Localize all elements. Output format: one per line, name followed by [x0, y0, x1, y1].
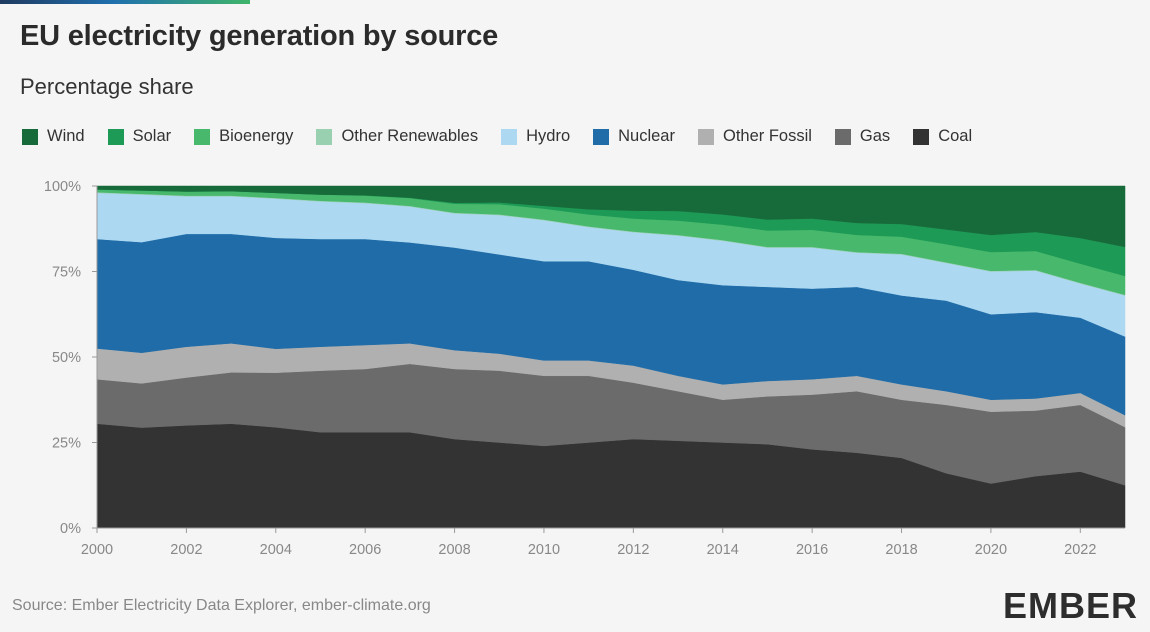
area-series-wind [96, 185, 1126, 248]
x-tick-label: 2014 [707, 542, 739, 558]
y-tick-label: 0% [60, 521, 81, 537]
x-tick-label: 2020 [975, 542, 1007, 558]
legend-item-coal[interactable]: Coal [913, 127, 972, 146]
legend-swatch-gas [834, 128, 851, 145]
x-tick-label: 2006 [349, 542, 381, 558]
y-tick-label: 100% [44, 179, 81, 195]
legend-item-gas[interactable]: Gas [834, 127, 891, 146]
x-tick-label: 2000 [81, 542, 113, 558]
legend-swatch-bioenergy [194, 128, 211, 145]
y-tick-label: 50% [52, 350, 81, 366]
x-tick-label: 2022 [1064, 542, 1096, 558]
legend-swatch-hydro [501, 128, 518, 145]
legend-item-wind[interactable]: Wind [22, 127, 85, 146]
y-tick-label: 25% [52, 436, 81, 452]
x-tick-label: 2008 [438, 542, 470, 558]
legend-label: Hydro [526, 127, 571, 145]
legend-item-other-renewables[interactable]: Other Renewables [316, 127, 478, 146]
legend-swatch-other-renewables [316, 128, 333, 145]
legend-label: Nuclear [618, 127, 675, 145]
legend-swatch-coal [913, 128, 930, 145]
legend-label: Bioenergy [219, 127, 294, 145]
ember-logo: EMBER [1002, 585, 1138, 626]
legend-swatch-nuclear [593, 128, 610, 145]
legend-item-solar[interactable]: Solar [107, 127, 172, 146]
legend-item-other-fossil[interactable]: Other Fossil [697, 127, 812, 146]
legend-label: Solar [132, 127, 172, 145]
legend-label: Coal [938, 127, 973, 145]
x-tick-label: 2010 [528, 542, 560, 558]
chart-subtitle: Percentage share [20, 74, 194, 99]
legend: Wind Solar Bioenergy Other Renewables Hy… [22, 127, 995, 146]
legend-swatch-wind [22, 128, 38, 145]
x-tick-label: 2018 [885, 542, 917, 558]
legend-item-nuclear[interactable]: Nuclear [593, 127, 675, 146]
legend-swatch-other-fossil [697, 128, 714, 145]
legend-swatch-solar [107, 128, 124, 145]
x-tick-label: 2002 [170, 542, 202, 558]
x-tick-label: 2012 [617, 542, 649, 558]
legend-label: Other Renewables [341, 127, 479, 145]
y-tick-label: 75% [52, 265, 81, 281]
accent-bar [0, 0, 250, 4]
chart-title: EU electricity generation by source [20, 20, 499, 52]
source-note: Source: Ember Electricity Data Explorer,… [12, 597, 431, 614]
legend-item-bioenergy[interactable]: Bioenergy [194, 127, 293, 146]
legend-label: Other Fossil [722, 127, 812, 145]
x-tick-label: 2016 [796, 542, 828, 558]
x-tick-label: 2004 [260, 542, 292, 558]
legend-label: Gas [859, 127, 891, 145]
legend-item-hydro[interactable]: Hydro [501, 127, 570, 146]
legend-label: Wind [47, 127, 85, 145]
